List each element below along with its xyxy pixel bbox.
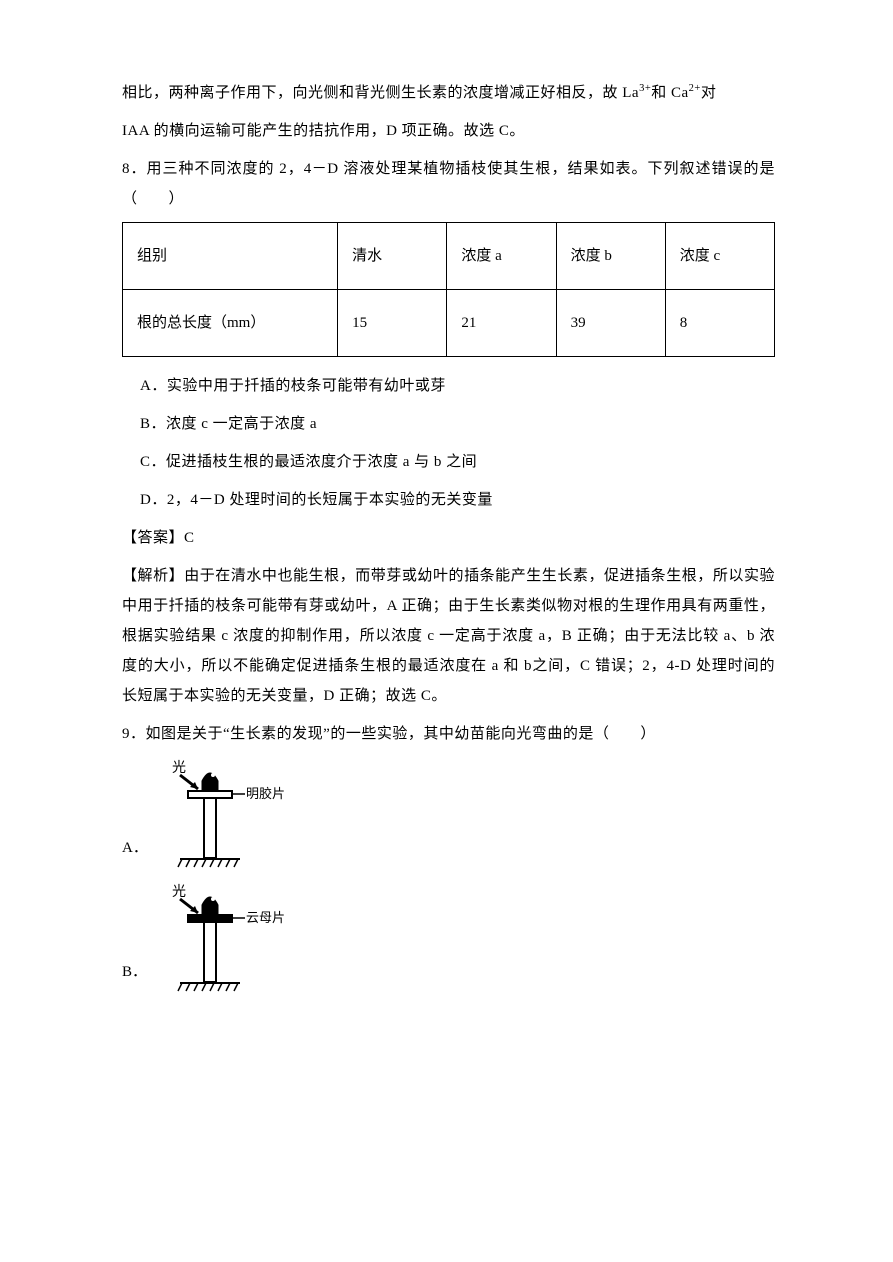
table-header-cell: 浓度 a: [447, 223, 556, 290]
seedling-mica-icon: 光 云母片: [150, 881, 300, 1001]
table-cell: 39: [556, 290, 665, 357]
q8-option-d: D．2，4－D 处理时间的长短属于本实验的无关变量: [122, 485, 775, 515]
table-cell: 15: [338, 290, 447, 357]
table-row: 组别 清水 浓度 a 浓度 b 浓度 c: [123, 223, 775, 290]
seedling-gelatin-icon: 光 明胶片: [150, 757, 300, 877]
txt: 对: [701, 85, 717, 101]
sup-ca: 2+: [689, 83, 701, 94]
table-row: 根的总长度（mm） 15 21 39 8: [123, 290, 775, 357]
table-header-cell: 浓度 b: [556, 223, 665, 290]
q8-table: 组别 清水 浓度 a 浓度 b 浓度 c 根的总长度（mm） 15 21 39 …: [122, 222, 775, 357]
q8-answer: 【答案】C: [122, 523, 775, 553]
q8-option-a: A．实验中用于扦插的枝条可能带有幼叶或芽: [122, 371, 775, 401]
mica-label: 云母片: [246, 910, 285, 925]
light-label: 光: [172, 884, 186, 900]
q9-option-b-label: B．: [122, 957, 150, 1001]
txt: 相比，两种离子作用下，向光侧和背光侧生长素的浓度增减正好相反，故 La: [122, 85, 639, 101]
q8-stem: 8．用三种不同浓度的 2，4－D 溶液处理某植物插枝使其生根，结果如表。下列叙述…: [122, 154, 775, 214]
table-cell: 8: [665, 290, 774, 357]
gelatin-label: 明胶片: [246, 786, 285, 801]
table-cell: 根的总长度（mm）: [123, 290, 338, 357]
prev-explain-line1: 相比，两种离子作用下，向光侧和背光侧生长素的浓度增减正好相反，故 La3+和 C…: [122, 78, 775, 108]
document-page: 相比，两种离子作用下，向光侧和背光侧生长素的浓度增减正好相反，故 La3+和 C…: [0, 0, 893, 1065]
q8-option-b: B．浓度 c 一定高于浓度 a: [122, 409, 775, 439]
q9-option-a-row: A． 光 明胶片: [122, 757, 775, 877]
sup-la: 3+: [639, 83, 651, 94]
txt: 和 Ca: [651, 85, 688, 101]
table-header-cell: 组别: [123, 223, 338, 290]
prev-explain-line2: IAA 的横向运输可能产生的拮抗作用，D 项正确。故选 C。: [122, 116, 775, 146]
table-header-cell: 浓度 c: [665, 223, 774, 290]
table-cell: 21: [447, 290, 556, 357]
table-header-cell: 清水: [338, 223, 447, 290]
q8-option-c: C．促进插枝生根的最适浓度介于浓度 a 与 b 之间: [122, 447, 775, 477]
q9-option-b-row: B． 光 云母片: [122, 881, 775, 1001]
q9-option-a-label: A．: [122, 833, 150, 877]
light-label: 光: [172, 760, 186, 776]
q9-stem: 9．如图是关于“生长素的发现”的一些实验，其中幼苗能向光弯曲的是（ ）: [122, 719, 775, 749]
q8-explain: 【解析】由于在清水中也能生根，而带芽或幼叶的插条能产生生长素，促进插条生根，所以…: [122, 561, 775, 711]
